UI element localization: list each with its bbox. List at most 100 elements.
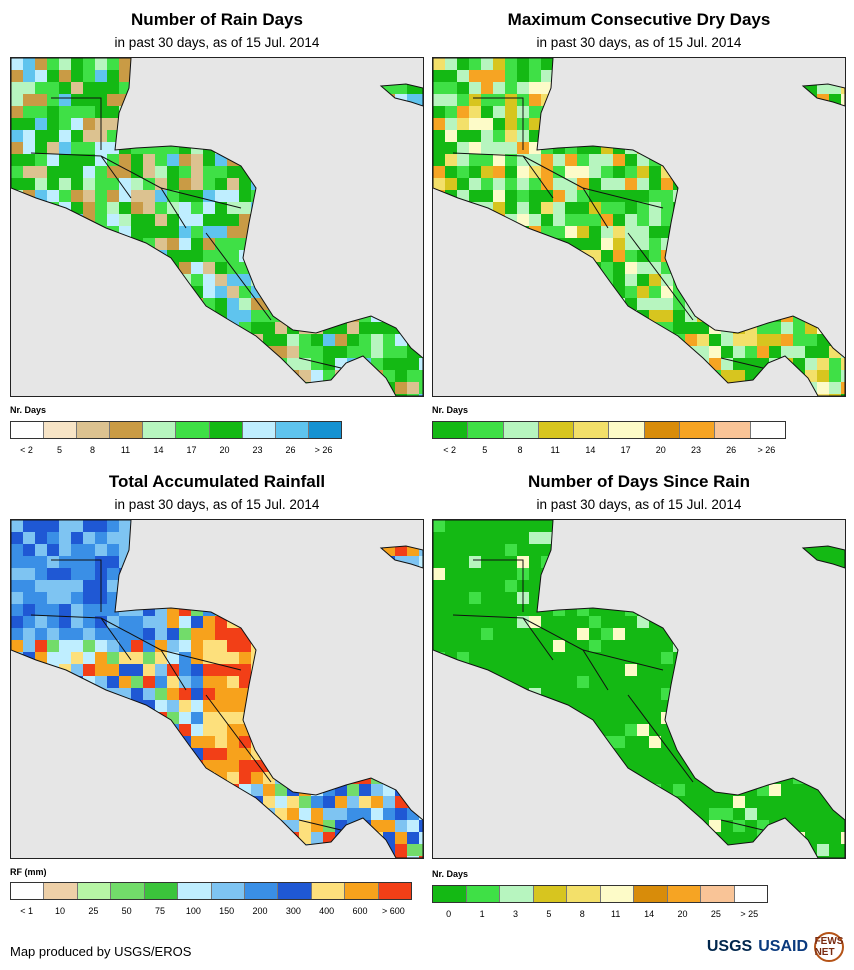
raster-cell	[565, 664, 577, 676]
raster-cell	[493, 844, 505, 856]
raster-cell	[769, 322, 781, 334]
raster-cell	[203, 322, 215, 334]
raster-cell	[179, 568, 191, 580]
raster-cell	[107, 358, 119, 370]
raster-cell	[697, 736, 709, 748]
raster-cell	[287, 94, 299, 106]
raster-cell	[553, 106, 565, 118]
raster-cell	[155, 808, 167, 820]
raster-cell	[457, 784, 469, 796]
raster-cell	[167, 772, 179, 784]
raster-cell	[745, 130, 757, 142]
raster-cell	[395, 190, 407, 202]
raster-cell	[407, 394, 419, 396]
raster-cell	[95, 724, 107, 736]
raster-cell	[841, 262, 845, 274]
raster-cell	[239, 844, 251, 856]
raster-cell	[733, 520, 745, 532]
raster-cell	[407, 784, 419, 796]
raster-cell	[299, 226, 311, 238]
raster-cell	[287, 652, 299, 664]
raster-cell	[383, 142, 395, 154]
raster-cell	[131, 772, 143, 784]
raster-cell	[565, 688, 577, 700]
raster-cell	[709, 616, 721, 628]
raster-cell	[311, 286, 323, 298]
raster-cell	[179, 796, 191, 808]
raster-cell	[841, 394, 845, 396]
raster-cell	[757, 94, 769, 106]
raster-cell	[841, 712, 845, 724]
raster-cell	[637, 712, 649, 724]
raster-cell	[71, 226, 83, 238]
raster-cell	[697, 748, 709, 760]
raster-cell	[59, 274, 71, 286]
raster-cell	[71, 190, 83, 202]
raster-cell	[673, 520, 685, 532]
raster-cell	[167, 274, 179, 286]
raster-cell	[733, 94, 745, 106]
raster-cell	[637, 652, 649, 664]
raster-cell	[841, 832, 845, 844]
raster-cell	[673, 310, 685, 322]
raster-cell	[613, 166, 625, 178]
raster-cell	[469, 226, 481, 238]
raster-cell	[383, 688, 395, 700]
raster-cell	[649, 520, 661, 532]
raster-cell	[323, 736, 335, 748]
raster-cell	[395, 166, 407, 178]
raster-cell	[601, 346, 613, 358]
raster-cell	[541, 358, 553, 370]
raster-cell	[577, 808, 589, 820]
raster-cell	[23, 544, 35, 556]
raster-cell	[433, 82, 445, 94]
raster-cell	[529, 190, 541, 202]
raster-cell	[817, 118, 829, 130]
raster-cell	[433, 844, 445, 856]
raster-cell	[215, 544, 227, 556]
raster-cell	[829, 724, 841, 736]
raster-cell	[71, 628, 83, 640]
raster-cell	[359, 130, 371, 142]
raster-cell	[517, 334, 529, 346]
raster-cell	[335, 394, 347, 396]
raster-cell	[781, 178, 793, 190]
raster-cell	[805, 190, 817, 202]
raster-cell	[757, 238, 769, 250]
raster-cell	[829, 748, 841, 760]
raster-cell	[347, 724, 359, 736]
raster-cell	[359, 214, 371, 226]
raster-cell	[95, 154, 107, 166]
raster-cell	[469, 724, 481, 736]
raster-cell	[673, 820, 685, 832]
raster-cell	[167, 58, 179, 70]
raster-cell	[275, 310, 287, 322]
raster-cell	[131, 724, 143, 736]
raster-cell	[131, 202, 143, 214]
raster-cell	[71, 298, 83, 310]
raster-cell	[131, 178, 143, 190]
raster-cell	[419, 832, 423, 844]
raster-cell	[589, 322, 601, 334]
raster-cell	[83, 544, 95, 556]
raster-cell	[299, 652, 311, 664]
raster-cell	[433, 520, 445, 532]
raster-cell	[275, 142, 287, 154]
legend-swatch	[466, 886, 500, 902]
raster-cell	[757, 556, 769, 568]
raster-cell	[793, 772, 805, 784]
raster-cell	[215, 580, 227, 592]
raster-cell	[469, 556, 481, 568]
raster-cell	[119, 640, 131, 652]
raster-cell	[613, 724, 625, 736]
raster-cell	[191, 262, 203, 274]
raster-cell	[649, 544, 661, 556]
usgs-logo: USGS	[706, 938, 753, 955]
raster-cell	[565, 106, 577, 118]
raster-cell	[805, 568, 817, 580]
raster-cell	[781, 382, 793, 394]
raster-cell	[47, 808, 59, 820]
raster-cell	[83, 250, 95, 262]
raster-cell	[529, 664, 541, 676]
raster-cell	[179, 676, 191, 688]
